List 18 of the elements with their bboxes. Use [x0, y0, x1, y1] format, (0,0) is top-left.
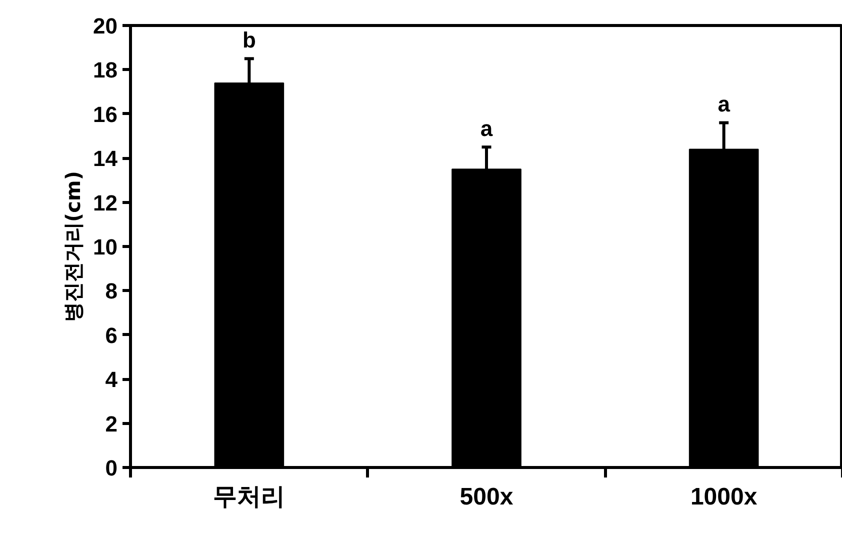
y-tick-label: 10 [93, 234, 118, 260]
y-tick-label: 20 [93, 14, 118, 38]
y-tick-label: 2 [105, 411, 118, 436]
annotation: b [242, 28, 256, 53]
x-tick-label: 500x [460, 484, 514, 510]
annotation: a [718, 92, 731, 117]
y-tick-label: 8 [105, 278, 118, 304]
y-tick-label: 4 [105, 367, 118, 392]
y-tick-label: 12 [93, 190, 118, 216]
y-tick-label: 14 [93, 146, 118, 172]
y-tick-label: 6 [105, 322, 118, 348]
y-tick-label: 0 [105, 456, 118, 480]
y-tick-label: 18 [93, 58, 118, 83]
annotation: a [480, 116, 494, 142]
y-axis-title: 병진전거리(cm) [61, 171, 86, 322]
x-tick-label: 무처리 [213, 484, 286, 510]
x-tick-label: 1000x [690, 484, 758, 510]
y-tick-label: 16 [93, 102, 118, 127]
